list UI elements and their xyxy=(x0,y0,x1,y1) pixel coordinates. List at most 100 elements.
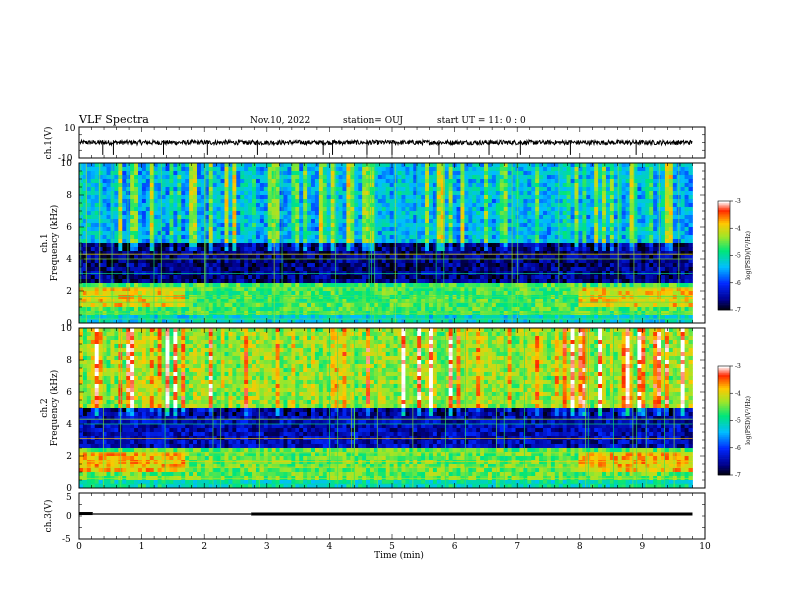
spectrogram-cell xyxy=(82,255,88,260)
spectrogram-cell xyxy=(173,219,178,224)
spectrogram-cell xyxy=(224,191,229,196)
spectrogram-cell xyxy=(535,215,540,220)
spectrogram-cell xyxy=(484,239,489,244)
spectrogram-cell xyxy=(456,223,461,228)
spectrogram-cell xyxy=(90,199,96,204)
spectrogram-cell xyxy=(326,223,332,228)
spectrogram-cell xyxy=(366,175,371,180)
spectrogram-cell xyxy=(287,283,292,288)
spectrogram-cell xyxy=(149,203,155,208)
spectrogram-cell xyxy=(413,179,418,184)
spectrogram-cell xyxy=(633,251,638,256)
spectrogram-cell xyxy=(275,279,280,284)
spectrogram-cell xyxy=(90,255,96,260)
spectrogram-cell xyxy=(106,195,111,200)
spectrogram-cell xyxy=(370,163,375,168)
spectrogram-cell xyxy=(98,247,103,252)
spectrogram-cell xyxy=(440,263,446,268)
spectrogram-cell xyxy=(141,263,147,268)
spectrogram-cell xyxy=(653,211,658,216)
spectrogram-cell xyxy=(491,187,497,192)
spectrogram-cell xyxy=(240,211,245,216)
spectrogram-cell xyxy=(429,199,434,204)
spectrogram-cell xyxy=(338,275,343,280)
spectrogram-cell xyxy=(621,251,627,256)
spectrogram-cell xyxy=(322,203,328,208)
spectrogram-cell xyxy=(590,179,595,184)
spectrogram-cell xyxy=(590,171,595,176)
spectrogram-cell xyxy=(200,183,206,188)
spectrogram-cell xyxy=(318,187,324,192)
spectrogram-cell xyxy=(346,191,351,196)
spectrogram-cell xyxy=(539,219,544,224)
spectrogram-cell xyxy=(448,243,453,248)
spectrogram-cell xyxy=(680,275,686,280)
spectrogram-cell xyxy=(98,267,103,272)
spectrogram-cell xyxy=(539,191,544,196)
spectrogram-cell xyxy=(578,215,583,220)
spectrogram-cell xyxy=(252,203,257,208)
spectrogram-cell xyxy=(393,199,398,204)
spectrogram-cell xyxy=(570,167,575,172)
spectrogram-cell xyxy=(248,171,253,176)
spectrogram-cell xyxy=(436,279,442,284)
spectrogram-cell xyxy=(491,267,497,272)
spectrogram-cell xyxy=(668,247,674,252)
spectrogram-cell xyxy=(370,199,375,204)
spectrogram-cell xyxy=(94,287,100,292)
spectrogram-cell xyxy=(637,267,642,272)
spectrogram-cell xyxy=(661,251,666,256)
spectrogram-cell xyxy=(240,207,245,212)
spectrogram-cell xyxy=(314,175,320,180)
spectrogram-cell xyxy=(468,283,473,288)
spectrogram-cell xyxy=(487,239,493,244)
spectrogram-cell xyxy=(224,215,229,220)
spectrogram-cell xyxy=(625,267,630,272)
spectrogram-cell xyxy=(684,283,689,288)
spectrogram-cell xyxy=(220,235,225,240)
spectrogram-cell xyxy=(224,171,229,176)
spectrogram-cell xyxy=(287,195,292,200)
spectrogram-cell xyxy=(177,263,182,268)
spectrogram-cell xyxy=(224,267,229,272)
spectrogram-cell xyxy=(373,255,379,260)
spectrogram-cell xyxy=(456,199,461,204)
spectrogram-cell xyxy=(90,187,96,192)
spectrogram-cell xyxy=(554,247,560,252)
spectrogram-cell xyxy=(299,203,304,208)
spectrogram-cell xyxy=(173,283,178,288)
spectrogram-cell xyxy=(303,231,308,236)
spectrogram-cell xyxy=(134,283,139,288)
spectrogram-cell xyxy=(645,171,650,176)
spectrogram-cell xyxy=(602,263,607,268)
spectrogram-cell xyxy=(688,243,693,248)
spectrogram-cell xyxy=(684,207,689,212)
spectrogram-cell xyxy=(409,255,414,260)
spectrogram-cell xyxy=(476,275,481,280)
spectrogram-cell xyxy=(491,247,497,252)
spectrogram-cell xyxy=(527,191,532,196)
spectrogram-cell xyxy=(122,195,127,200)
spectrogram-cell xyxy=(491,171,497,176)
spectrogram-cell xyxy=(523,263,528,268)
spectrogram-cell xyxy=(680,207,686,212)
spectrogram-cell xyxy=(326,191,332,196)
spectrogram-cell xyxy=(429,283,434,288)
spectrogram-cell xyxy=(602,215,607,220)
spectrogram-cell xyxy=(346,275,351,280)
spectrogram-cell xyxy=(181,171,186,176)
spectrogram-cell xyxy=(314,243,320,248)
spectrogram-cell xyxy=(350,211,355,216)
spectrogram-cell xyxy=(472,259,477,264)
spectrogram-cell xyxy=(366,283,371,288)
spectrogram-cell xyxy=(224,227,229,232)
spectrogram-cell xyxy=(425,219,430,224)
spectrogram-cell xyxy=(295,219,300,224)
spectrogram-cell xyxy=(566,231,571,236)
spectrogram-cell xyxy=(582,211,587,216)
spectrogram-cell xyxy=(259,263,265,268)
spectrogram-cell xyxy=(366,235,371,240)
spectrogram-cell xyxy=(617,231,623,236)
spectrogram-cell xyxy=(189,175,194,180)
spectrogram-cell xyxy=(149,231,155,236)
